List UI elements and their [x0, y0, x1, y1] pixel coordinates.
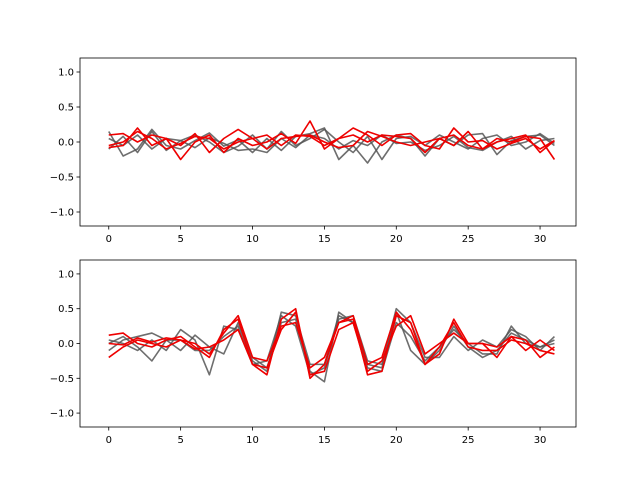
- x-tick-label: 30: [534, 234, 547, 245]
- y-tick-label: 0.0: [58, 339, 74, 350]
- series-line-0: [108, 311, 555, 383]
- y-tick-label: 0.5: [58, 304, 74, 315]
- y-tick-label: −0.5: [50, 173, 74, 184]
- x-tick-label: 0: [106, 435, 112, 446]
- y-tick-label: 0.5: [58, 103, 74, 114]
- x-tick-label: 10: [246, 435, 259, 446]
- x-tick-label: 20: [390, 234, 403, 245]
- y-tick-label: 1.0: [58, 269, 74, 280]
- bottom-axes: 0 5 10 15 20 25 30 −1.0 −0.5 0.0 0.5 1.0: [50, 259, 577, 446]
- x-tick-label: 5: [177, 234, 183, 245]
- x-tick-label: 25: [462, 435, 475, 446]
- x-tick-label: 25: [462, 234, 475, 245]
- y-tick-label: −1.0: [50, 208, 74, 219]
- x-tick-label: 30: [534, 435, 547, 446]
- series-line-5: [108, 311, 555, 376]
- x-tick-label: 10: [246, 234, 259, 245]
- y-tick-label: −1.0: [50, 409, 74, 420]
- y-tick-label: 1.0: [58, 68, 74, 79]
- x-tick-label: 5: [177, 435, 183, 446]
- x-tick-label: 15: [318, 234, 331, 245]
- top-axes: 0 5 10 15 20 25 30 −1.0 −0.5 0.0 0.5 1.0: [50, 57, 577, 245]
- y-tick-label: 0.0: [58, 138, 74, 149]
- series-line-3: [108, 120, 555, 161]
- series-line-4: [108, 128, 555, 154]
- x-tick-label: 0: [106, 234, 112, 245]
- y-tick-label: −0.5: [50, 374, 74, 385]
- x-tick-label: 20: [390, 435, 403, 446]
- series-line-5: [108, 130, 556, 160]
- x-tick-label: 15: [318, 435, 331, 446]
